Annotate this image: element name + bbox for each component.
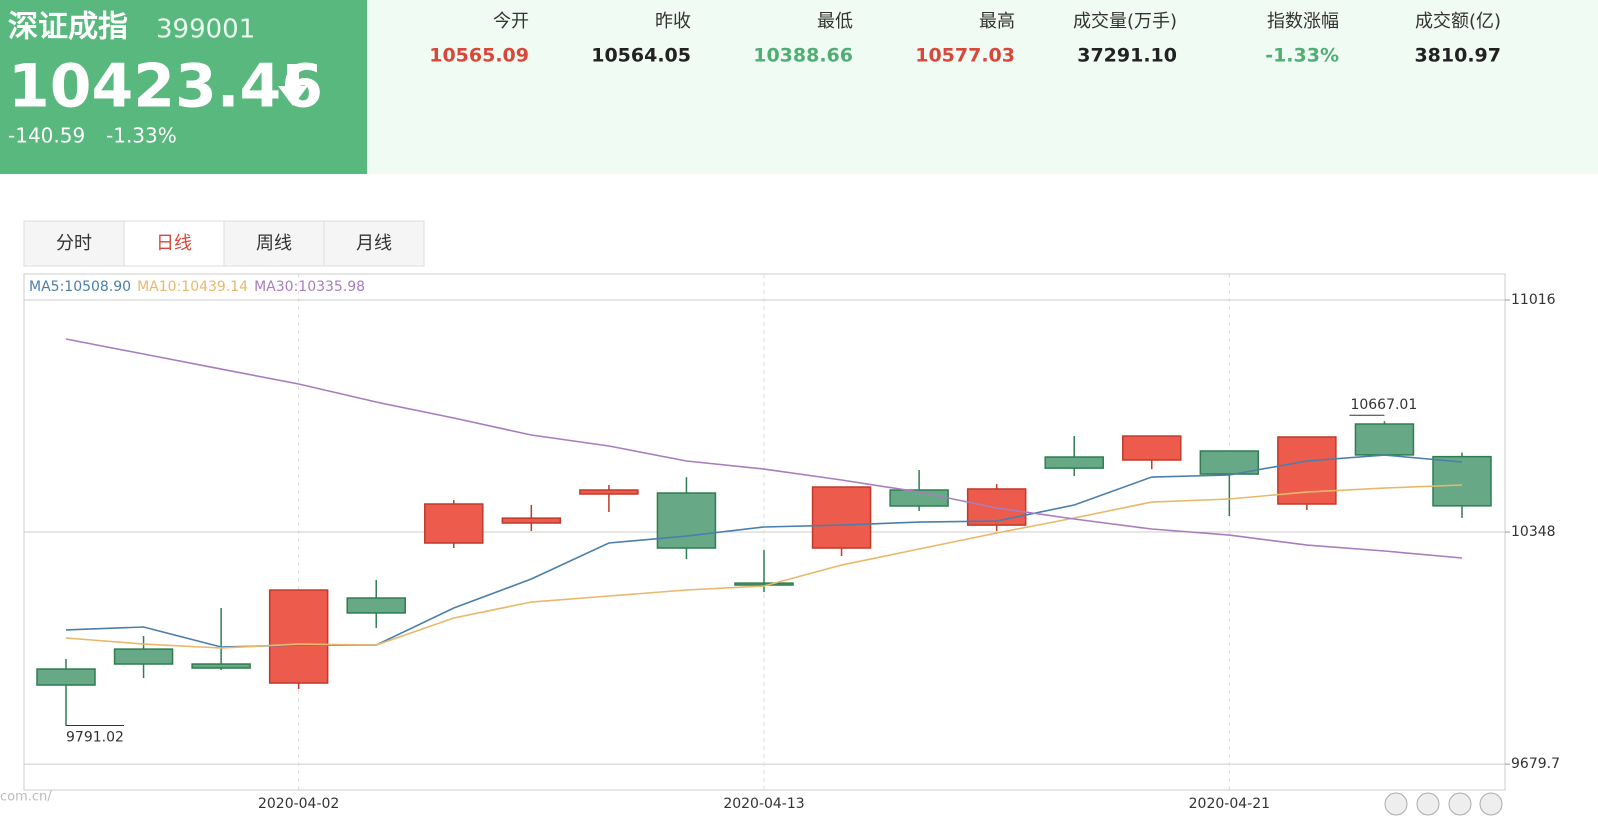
candle-body bbox=[966, 488, 1027, 526]
y-tick-label: 9679.7 bbox=[1511, 756, 1560, 772]
candle-body bbox=[811, 486, 872, 549]
ma-line bbox=[65, 484, 1463, 649]
candle-body bbox=[1044, 456, 1104, 469]
candle-body bbox=[346, 597, 406, 614]
candle-body bbox=[268, 589, 329, 684]
stat-label: 成交额(亿) bbox=[1415, 11, 1501, 32]
candle-body bbox=[579, 489, 639, 495]
zoom-out[interactable] bbox=[1479, 792, 1503, 816]
index-name: 深证成指 bbox=[8, 10, 128, 45]
change: -140.59 bbox=[8, 124, 85, 148]
candle-body bbox=[656, 492, 717, 549]
tab[interactable] bbox=[23, 220, 125, 267]
nav-buttons bbox=[1384, 792, 1503, 816]
tab-label[interactable]: 周线 bbox=[256, 233, 292, 254]
tab[interactable] bbox=[223, 220, 325, 267]
candle-body bbox=[734, 582, 794, 586]
ma-line bbox=[65, 338, 1463, 559]
nav-left[interactable] bbox=[1384, 792, 1408, 816]
change-pct: -1.33% bbox=[106, 124, 177, 148]
candle-body bbox=[501, 517, 562, 524]
ma-line bbox=[65, 454, 1463, 648]
stat-value: 37291.10 bbox=[1077, 45, 1177, 67]
x-tick-label: 2020-04-02 bbox=[258, 796, 339, 812]
tab-label[interactable]: 日线 bbox=[156, 233, 192, 254]
stat-value: 10565.09 bbox=[429, 45, 529, 67]
candle-body bbox=[1122, 435, 1182, 461]
index-code: 399001 bbox=[156, 15, 255, 45]
candle-body bbox=[113, 648, 174, 665]
candle-body bbox=[1199, 450, 1260, 475]
max-label: 10667.01 bbox=[1350, 397, 1417, 413]
tab[interactable] bbox=[123, 220, 225, 267]
legend-entry: MA10:10439.14 bbox=[137, 279, 248, 295]
candle-body bbox=[1354, 423, 1415, 456]
down-arrow bbox=[278, 64, 308, 106]
stat-label: 成交量(万手) bbox=[1073, 11, 1177, 32]
price: 10423.46 bbox=[8, 52, 323, 122]
legend-entry: MA5:10508.90 bbox=[29, 279, 131, 295]
zoom-in[interactable] bbox=[1448, 792, 1472, 816]
stat-label: 指数涨幅 bbox=[1267, 11, 1339, 32]
legend-entry: MA30:10335.98 bbox=[254, 279, 365, 295]
stat-value: 10564.05 bbox=[591, 45, 691, 67]
candle-body bbox=[191, 663, 251, 669]
stats-panel bbox=[367, 0, 1598, 174]
tab[interactable] bbox=[323, 220, 425, 267]
stat-value: 10577.03 bbox=[915, 45, 1015, 67]
y-tick-label: 11016 bbox=[1511, 292, 1556, 308]
y-tick-label: 10348 bbox=[1511, 524, 1556, 540]
candle-body bbox=[36, 668, 96, 686]
candle-body bbox=[424, 503, 484, 544]
x-tick-label: 2020-04-21 bbox=[1189, 796, 1270, 812]
tab-label[interactable]: 月线 bbox=[356, 233, 392, 254]
watermark: com.cn/ bbox=[0, 790, 52, 805]
stat-value: 3810.97 bbox=[1414, 45, 1501, 67]
min-label: 9791.02 bbox=[66, 729, 124, 745]
stat-label: 昨收 bbox=[655, 11, 691, 32]
nav-right[interactable] bbox=[1416, 792, 1440, 816]
stat-label: 今开 bbox=[493, 11, 529, 32]
stat-value: -1.33% bbox=[1265, 45, 1339, 67]
stat-value: 10388.66 bbox=[753, 45, 853, 67]
candle-body bbox=[1432, 455, 1492, 507]
tab-label[interactable]: 分时 bbox=[56, 233, 92, 254]
stat-label: 最高 bbox=[979, 11, 1015, 32]
candle-body bbox=[1277, 436, 1337, 505]
x-tick-label: 2020-04-13 bbox=[723, 796, 804, 812]
stat-label: 最低 bbox=[817, 11, 853, 32]
